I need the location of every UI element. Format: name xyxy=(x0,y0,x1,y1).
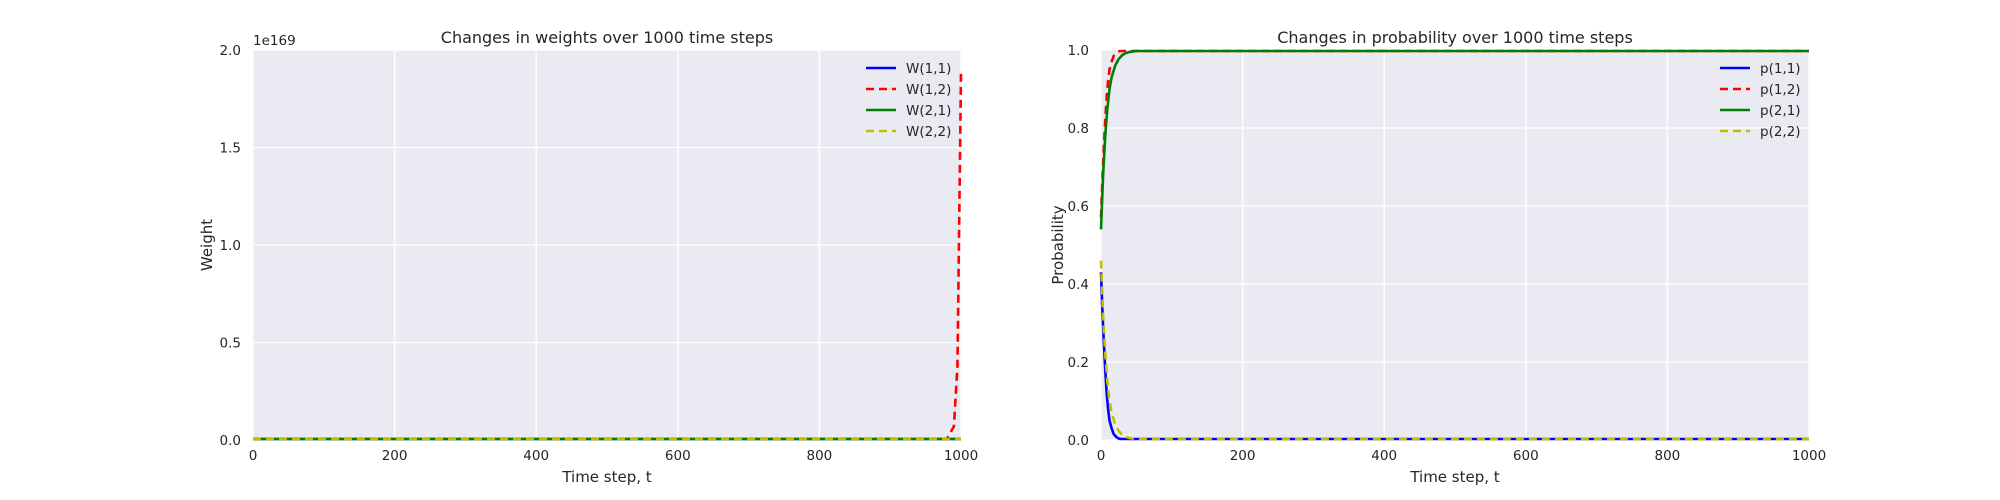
y-tick-label: 0.0 xyxy=(1068,433,1089,449)
legend-label: W(1,1) xyxy=(906,61,951,77)
weights-chart: 0 200 400 600 800 1000 0.0 0.5 1.0 1.5 2.0 Change… xyxy=(198,28,978,486)
x-tick-label: 800 xyxy=(807,448,833,464)
y-tick-label: 0.4 xyxy=(1068,277,1089,293)
x-tick-label: 0 xyxy=(1097,448,1106,464)
x-axis-label: Time step, t xyxy=(1409,468,1499,486)
x-tick-label: 400 xyxy=(523,448,549,464)
legend-label: W(2,2) xyxy=(906,124,951,140)
y-tick-labels: 0.0 0.5 1.0 1.5 2.0 xyxy=(220,43,241,449)
y-axis-label: Weight xyxy=(198,219,216,271)
chart-title: Changes in weights over 1000 time steps xyxy=(441,28,773,47)
x-tick-label: 600 xyxy=(665,448,691,464)
probability-chart: 0 200 400 600 800 1000 0.0 0.2 0.4 0.6 0.8 1.0 Cha… xyxy=(1049,28,1826,486)
x-tick-label: 400 xyxy=(1371,448,1397,464)
x-axis-label: Time step, t xyxy=(561,468,651,486)
legend: W(1,1) W(1,2) W(2,1) W(2,2) xyxy=(866,61,951,140)
x-tick-labels: 0 200 400 600 800 1000 xyxy=(249,448,978,464)
y-tick-label: 0.2 xyxy=(1068,355,1089,371)
chart-title: Changes in probability over 1000 time st… xyxy=(1277,28,1633,47)
legend-label: p(2,2) xyxy=(1760,124,1801,140)
x-tick-label: 600 xyxy=(1513,448,1539,464)
legend-label: W(2,1) xyxy=(906,103,951,119)
x-tick-label: 1000 xyxy=(944,448,978,464)
y-tick-labels: 0.0 0.2 0.4 0.6 0.8 1.0 xyxy=(1068,43,1089,449)
legend: p(1,1) p(1,2) p(2,1) p(2,2) xyxy=(1720,61,1801,140)
x-tick-label: 0 xyxy=(249,448,258,464)
x-tick-label: 200 xyxy=(382,448,408,464)
y-axis-label: Probability xyxy=(1049,205,1067,284)
x-tick-label: 800 xyxy=(1655,448,1681,464)
y-offset-label: 1e169 xyxy=(253,33,296,49)
y-tick-label: 2.0 xyxy=(220,43,241,59)
x-tick-label: 200 xyxy=(1230,448,1256,464)
plot-area xyxy=(1101,50,1809,440)
y-tick-label: 0.0 xyxy=(220,433,241,449)
y-tick-label: 0.8 xyxy=(1068,121,1089,137)
legend-label: W(1,2) xyxy=(906,82,951,98)
y-tick-label: 0.5 xyxy=(220,336,241,352)
series-line-p-2-1 xyxy=(1099,49,1809,230)
series-lines xyxy=(1099,49,1809,441)
series-lines xyxy=(253,73,963,441)
y-tick-label: 1.0 xyxy=(220,238,241,254)
legend-label: p(2,1) xyxy=(1760,103,1801,119)
series-line-p-2-2 xyxy=(1099,260,1809,441)
y-tick-label: 1.5 xyxy=(220,141,241,157)
y-tick-label: 0.6 xyxy=(1068,199,1089,215)
x-tick-labels: 0 200 400 600 800 1000 xyxy=(1097,448,1826,464)
legend-label: p(1,1) xyxy=(1760,61,1801,77)
y-tick-label: 1.0 xyxy=(1068,43,1089,59)
x-tick-label: 1000 xyxy=(1792,448,1826,464)
legend-label: p(1,2) xyxy=(1760,82,1801,98)
